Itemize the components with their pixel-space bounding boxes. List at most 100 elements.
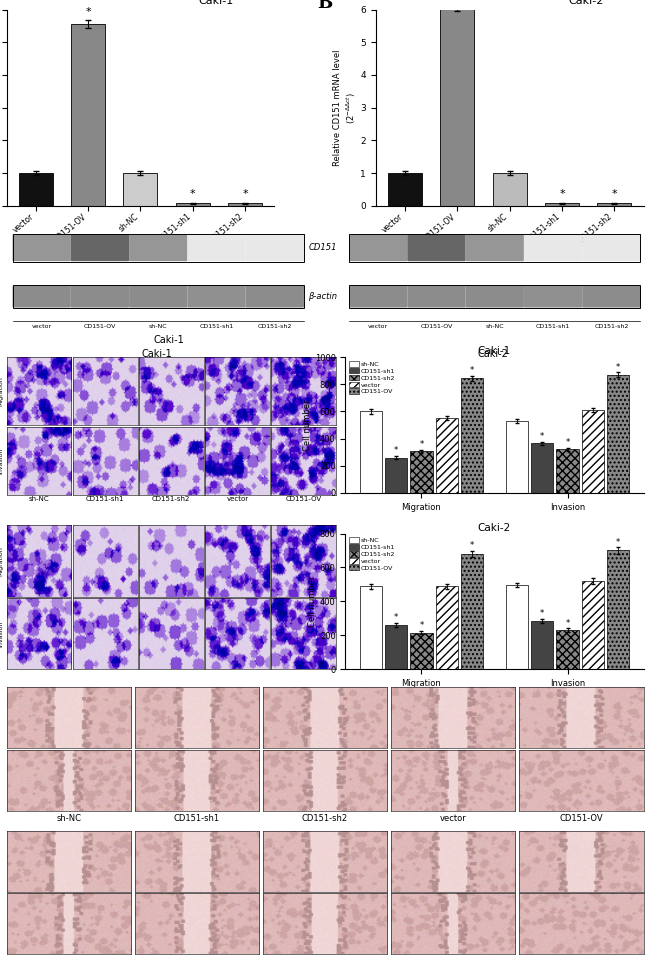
Y-axis label: Migration: Migration	[0, 547, 4, 576]
Title: Caki-1: Caki-1	[478, 346, 511, 357]
Bar	[545, 203, 579, 205]
Bar	[71, 24, 105, 205]
X-axis label: sh-NC: sh-NC	[56, 814, 81, 822]
X-axis label: vector: vector	[440, 814, 467, 822]
Bar	[597, 203, 631, 205]
Y-axis label: Cell number: Cell number	[303, 399, 312, 451]
Bar	[349, 234, 640, 262]
Text: *: *	[394, 446, 398, 455]
Bar	[385, 625, 407, 669]
Text: *: *	[540, 609, 544, 619]
Bar	[228, 203, 262, 205]
Text: *: *	[419, 622, 424, 630]
FancyBboxPatch shape	[349, 285, 408, 308]
X-axis label: sh-NC: sh-NC	[29, 496, 49, 502]
Y-axis label: Invasion: Invasion	[0, 447, 4, 474]
FancyBboxPatch shape	[408, 234, 465, 261]
Text: *: *	[470, 366, 474, 375]
Text: vector: vector	[368, 324, 388, 330]
Bar	[493, 173, 526, 205]
Text: CD151-sh1: CD151-sh1	[536, 324, 570, 330]
Text: CD151-OV: CD151-OV	[421, 324, 452, 330]
Bar	[12, 285, 304, 308]
Bar	[461, 378, 483, 493]
FancyBboxPatch shape	[187, 234, 246, 261]
Text: Caki-1: Caki-1	[141, 349, 172, 359]
Bar	[506, 585, 528, 669]
Bar	[556, 630, 578, 669]
Text: *: *	[616, 538, 620, 547]
Bar	[436, 586, 458, 669]
FancyBboxPatch shape	[582, 285, 640, 308]
Text: *: *	[190, 189, 196, 199]
Text: *: *	[419, 441, 424, 449]
Text: CD151-sh2: CD151-sh2	[594, 324, 629, 330]
Bar	[349, 285, 640, 308]
Bar	[124, 173, 157, 205]
Bar	[388, 173, 422, 205]
Text: *: *	[242, 189, 248, 199]
Text: *: *	[616, 362, 620, 372]
Text: CD151-OV: CD151-OV	[84, 324, 116, 330]
Bar	[531, 621, 553, 669]
FancyBboxPatch shape	[129, 234, 187, 261]
Bar	[359, 586, 382, 669]
Bar	[582, 410, 604, 493]
X-axis label: vector: vector	[226, 496, 248, 502]
FancyBboxPatch shape	[246, 234, 304, 261]
X-axis label: CD151-sh2: CD151-sh2	[302, 814, 348, 822]
Bar	[607, 550, 629, 669]
Text: *: *	[566, 619, 569, 628]
Bar	[385, 458, 407, 493]
X-axis label: CD151-OV: CD151-OV	[285, 496, 322, 502]
Text: *: *	[85, 7, 91, 16]
Bar	[359, 412, 382, 493]
Text: *: *	[612, 189, 617, 199]
Text: B: B	[317, 0, 332, 12]
Legend: sh-NC, CD151-sh1, CD151-sh2, vector, CD151-OV: sh-NC, CD151-sh1, CD151-sh2, vector, CD1…	[348, 537, 395, 572]
X-axis label: CD151-sh1: CD151-sh1	[86, 496, 124, 502]
Text: *: *	[540, 432, 544, 442]
Text: sh-NC: sh-NC	[486, 324, 504, 330]
FancyBboxPatch shape	[465, 234, 524, 261]
FancyBboxPatch shape	[12, 234, 71, 261]
FancyBboxPatch shape	[349, 234, 408, 261]
FancyBboxPatch shape	[246, 285, 304, 308]
Title: Caki-2: Caki-2	[478, 522, 511, 533]
Text: Caki-2: Caki-2	[568, 0, 603, 6]
X-axis label: CD151-sh2: CD151-sh2	[152, 496, 190, 502]
Text: β-actin: β-actin	[308, 292, 337, 301]
Bar	[582, 581, 604, 669]
Bar	[440, 8, 474, 205]
FancyBboxPatch shape	[465, 285, 524, 308]
Text: vector: vector	[32, 324, 52, 330]
FancyBboxPatch shape	[12, 285, 71, 308]
Y-axis label: Relative CD151 mRNA level
(2$^{-\Delta\Delta ct}$): Relative CD151 mRNA level (2$^{-\Delta\D…	[333, 49, 358, 166]
Bar	[436, 418, 458, 493]
Bar	[410, 632, 432, 669]
Y-axis label: Cell number: Cell number	[308, 576, 317, 628]
FancyBboxPatch shape	[71, 234, 129, 261]
Text: Caki-1: Caki-1	[199, 0, 234, 6]
X-axis label: CD151-OV: CD151-OV	[560, 814, 603, 822]
Y-axis label: Migration: Migration	[0, 376, 4, 406]
Bar	[12, 234, 304, 262]
Bar	[506, 421, 528, 493]
FancyBboxPatch shape	[524, 234, 582, 261]
Text: CD151-sh1: CD151-sh1	[200, 324, 233, 330]
FancyBboxPatch shape	[187, 285, 246, 308]
Y-axis label: Invasion: Invasion	[0, 621, 4, 647]
Text: *: *	[559, 189, 565, 199]
FancyBboxPatch shape	[71, 285, 129, 308]
FancyBboxPatch shape	[129, 285, 187, 308]
Bar	[531, 443, 553, 493]
Text: *: *	[394, 613, 398, 622]
Text: *: *	[470, 541, 474, 550]
Text: sh-NC: sh-NC	[149, 324, 168, 330]
Text: CD151-sh2: CD151-sh2	[257, 324, 292, 330]
Bar	[19, 173, 53, 205]
Text: Caki-1: Caki-1	[153, 335, 184, 345]
Text: *: *	[566, 439, 569, 447]
Bar	[461, 554, 483, 669]
Bar	[176, 203, 210, 205]
